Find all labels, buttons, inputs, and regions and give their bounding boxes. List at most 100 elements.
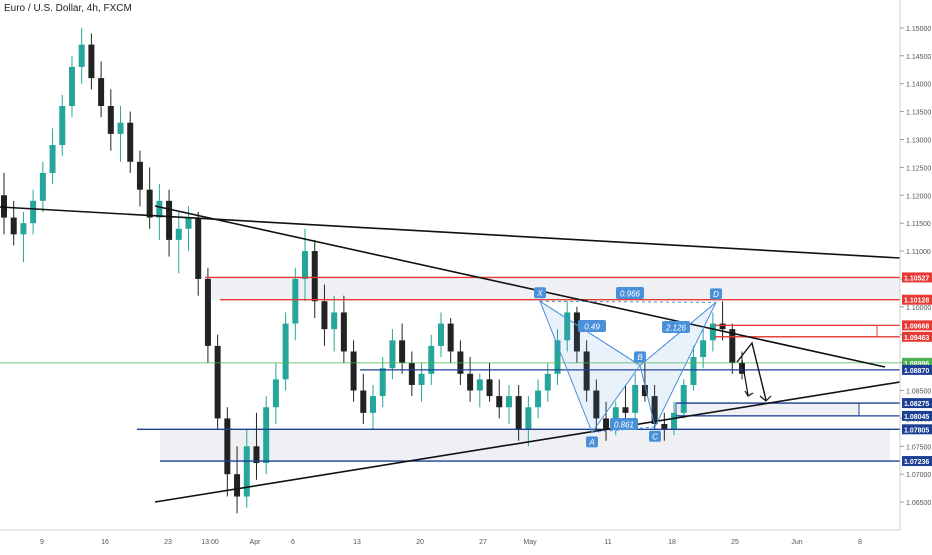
candle-body [78, 44, 85, 67]
pattern-diagonal-bd [639, 301, 717, 366]
time-tick-label: 23 [164, 539, 172, 546]
time-tick-label: 18 [668, 539, 676, 546]
price-level-tag [902, 456, 932, 467]
candle-body [282, 323, 289, 380]
projection-path-2 [741, 359, 749, 396]
candle-body [525, 407, 532, 430]
candle-body [408, 362, 415, 385]
candle-body [253, 446, 260, 464]
candle-body [389, 340, 396, 369]
candle-body [651, 396, 658, 424]
price-level-tag-label: 1.10128 [904, 298, 929, 305]
candle-body [641, 384, 648, 397]
candle-body [486, 379, 493, 397]
candle-body [360, 390, 367, 413]
candle-body [30, 200, 37, 224]
time-tick-label: 8 [858, 539, 862, 546]
time-tick-label: Jun [791, 539, 802, 546]
price-tick-label: 1.07500 [906, 444, 931, 451]
price-tick-label: 1.11500 [906, 221, 931, 228]
pattern-diagonal-xb [539, 300, 641, 366]
candle-body [593, 390, 600, 419]
price-tick-label: 1.14500 [906, 54, 931, 61]
price-tick-label: 1.08500 [906, 389, 931, 396]
candle-body [234, 474, 241, 497]
candle-body [127, 122, 134, 162]
candle-body [39, 172, 46, 201]
price-level-tag [902, 424, 932, 435]
candle-body [175, 228, 182, 240]
price-level-tag [902, 398, 932, 409]
projection-arrowhead-1 [759, 395, 772, 402]
candle-body [166, 200, 173, 240]
price-level-tag-label: 1.08996 [904, 361, 929, 368]
price-tick-label: 1.13000 [906, 137, 931, 144]
candle-body [107, 106, 114, 134]
price-level-tag [902, 294, 932, 305]
pattern-point-badge [534, 287, 546, 299]
price-level-tag-label: 1.07805 [904, 427, 929, 434]
price-level-tag [902, 410, 932, 421]
candle-body [340, 312, 347, 352]
time-tick-label: 9 [40, 539, 44, 546]
candle-body [399, 340, 406, 363]
candle-body [331, 312, 338, 330]
time-tick-label: 25 [731, 539, 739, 546]
price-tick-label: 1.07000 [906, 472, 931, 479]
price-level-tag-label: 1.08275 [904, 401, 929, 408]
pattern-ratio-label: 2.126 [665, 324, 687, 333]
price-tick-label: 1.13500 [906, 110, 931, 117]
candle-body [88, 44, 95, 79]
candle-body [719, 323, 726, 330]
pattern-point-label: B [637, 353, 643, 362]
price-level-tag-label: 1.09668 [904, 323, 929, 330]
price-level-tag [902, 320, 932, 331]
candle-body [321, 301, 328, 330]
candle-body [302, 251, 309, 279]
candle-body [535, 390, 542, 408]
time-tick-label: 20 [416, 539, 424, 546]
candle-body [1, 195, 7, 218]
candle-body [505, 396, 512, 408]
candle-body [49, 145, 56, 173]
candle-body [272, 379, 279, 408]
candle-body [10, 217, 17, 235]
time-tick-label: 11 [604, 539, 611, 546]
candle-body [729, 329, 736, 363]
pattern-ratio-label: 0.49 [584, 323, 600, 332]
pattern-point-label: X [536, 289, 543, 298]
candle-body [185, 217, 192, 229]
chart-title: Euro / U.S. Dollar, 4h, FXCM [4, 3, 132, 14]
candle-body [136, 161, 143, 190]
price-level-tag-label: 1.09463 [904, 335, 929, 342]
projection-arrowhead-2 [744, 390, 754, 397]
projection-path-1 [736, 341, 767, 401]
pattern-point-badge [634, 351, 646, 363]
time-tick-label: Apr [250, 539, 262, 546]
pattern-point-label: C [652, 432, 658, 441]
candle-body [496, 396, 503, 408]
candle-body [690, 357, 697, 385]
wedge-upper-trendline [154, 205, 886, 368]
candle-body [59, 106, 66, 146]
resistance-zone [205, 277, 900, 300]
pattern-ratio-badge [616, 287, 644, 299]
pattern-point-badge [586, 436, 598, 448]
candle-body [700, 340, 707, 358]
price-tick-label: 1.12500 [906, 165, 931, 172]
candle-body [68, 66, 75, 106]
candle-body [20, 223, 27, 235]
candle-body [156, 200, 163, 218]
price-level-tag [902, 331, 932, 342]
candle-body [447, 323, 454, 352]
candle-body [603, 418, 610, 430]
candle-body [292, 278, 299, 324]
candle-body [739, 362, 745, 374]
pattern-ratio-label: 0.966 [620, 290, 641, 299]
pattern-point-label: A [588, 438, 594, 447]
candle-body [418, 373, 425, 385]
price-level-tag-label: 1.07236 [904, 459, 929, 466]
candle-body [117, 122, 124, 134]
